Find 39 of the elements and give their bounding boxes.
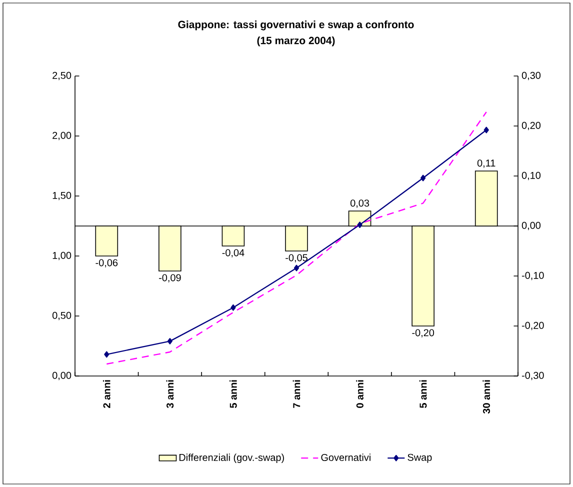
y2-tick-label: -0,30: [522, 372, 544, 380]
data-label: -0,05: [286, 254, 308, 262]
y-tick-label: 1,50: [52, 192, 72, 200]
y2-tick-label: 0,10: [522, 172, 541, 180]
x-tick-label: 5 anni: [419, 380, 427, 408]
legend-label: Differenziali (gov.-swap): [179, 454, 284, 463]
point: [420, 174, 426, 182]
legend-label: Swap: [408, 454, 432, 463]
x-tick-label: 30 anni: [482, 380, 490, 414]
x-tick-label: 5 anni: [230, 380, 237, 408]
data-label: -0,20: [412, 329, 434, 338]
y2-tick-label: -0,10: [522, 272, 544, 280]
y2-tick-label: 0,00: [522, 222, 541, 230]
data-label: 0,03: [350, 200, 370, 208]
y-tick-label: 2,50: [52, 72, 72, 80]
legend-label: Governativi: [321, 454, 370, 461]
x-tick-label: 7 anni: [292, 380, 300, 408]
y-tick-label: 1,00: [52, 252, 72, 260]
y-tick-label: 2,00: [52, 132, 72, 140]
point: [104, 351, 110, 358]
data-label: 0,11: [477, 160, 496, 168]
data-label: -0,06: [96, 259, 118, 268]
x-tick-label: 0 anni: [356, 380, 364, 408]
y-tick-label: 0,00: [52, 372, 72, 380]
x-tick-label: 3 anni: [166, 380, 174, 408]
chart-subtitle: (15 marzo 2004): [257, 36, 335, 46]
y-tick-label: 0,50: [52, 312, 72, 320]
data-label: -0,04: [222, 249, 244, 258]
point: [167, 338, 172, 344]
y2-tick-label: 0,20: [522, 122, 541, 130]
point: [357, 222, 362, 228]
point: [294, 264, 300, 272]
point: [230, 304, 236, 311]
y2-tick-label: 0,30: [522, 72, 541, 80]
chart-title: Giappone: tassi governativi e swap a confronto: [178, 20, 414, 30]
x-tick-label: 2 anni: [102, 380, 110, 408]
data-label: -0,09: [159, 274, 181, 282]
y2-tick-label: -0,20: [522, 322, 544, 330]
point: [484, 126, 489, 134]
